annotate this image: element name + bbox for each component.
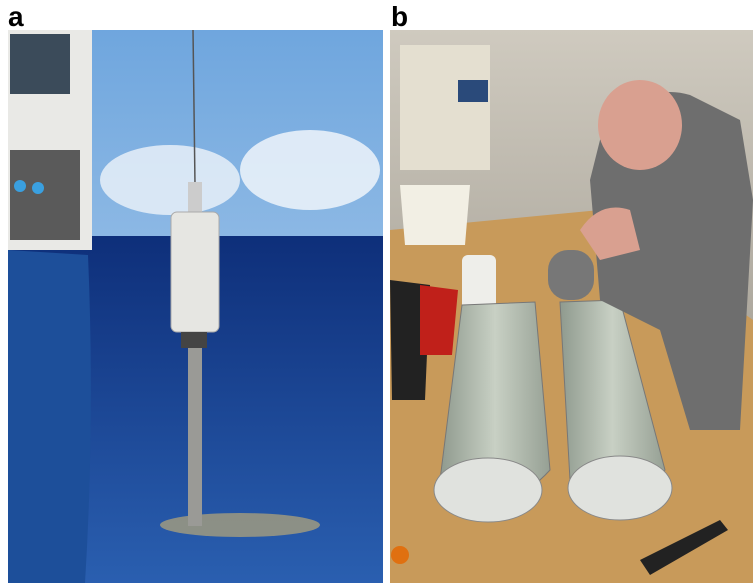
cloud (100, 145, 240, 215)
photo-a (8, 30, 383, 583)
cabinet (400, 45, 490, 170)
page: a b (( (0, 0, 753, 583)
panel-label: a (8, 1, 24, 32)
figure: a b (0, 0, 753, 583)
helmet (32, 182, 44, 194)
core-end-cap (434, 458, 542, 522)
core-section (548, 250, 594, 300)
deck (10, 150, 80, 240)
monitor (458, 80, 488, 102)
photo-b (390, 30, 753, 583)
red-bowl (420, 285, 458, 355)
sediment-plume (160, 513, 320, 537)
corer-weight (171, 212, 219, 332)
ship-hull (8, 250, 91, 583)
core-end-cap (568, 456, 672, 520)
cloud (240, 130, 380, 210)
helmet (14, 180, 26, 192)
panel-label: b (391, 1, 408, 32)
fruit (391, 546, 409, 564)
person-head (598, 80, 682, 170)
core-barrel (188, 348, 202, 526)
bucket (400, 185, 470, 245)
corer-head (181, 332, 207, 348)
window (10, 34, 70, 94)
shackle (188, 182, 202, 212)
